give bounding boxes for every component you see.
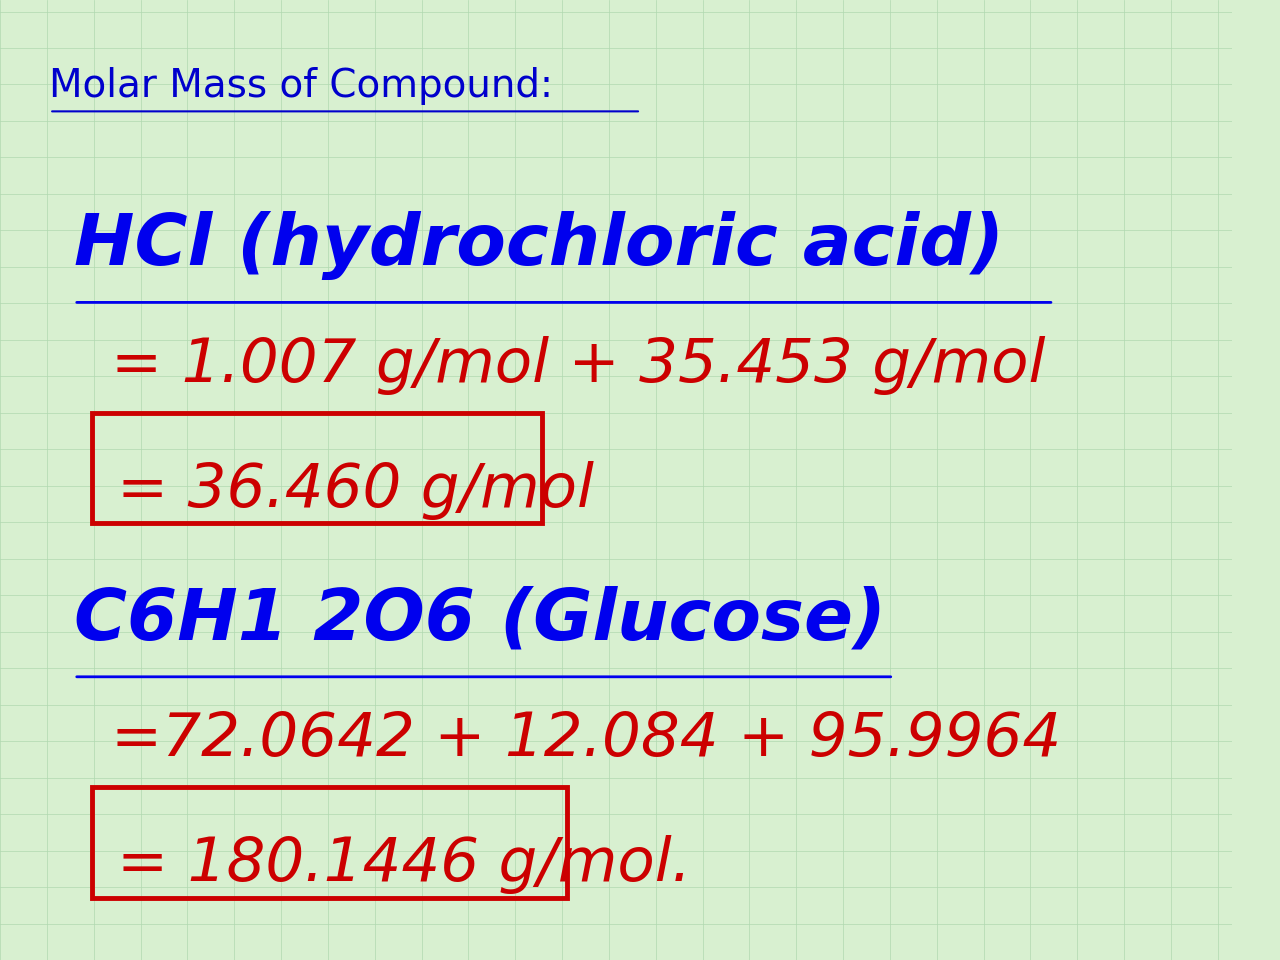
- Text: = 36.460 g/mol: = 36.460 g/mol: [116, 461, 594, 519]
- Text: = 180.1446 g/mol.: = 180.1446 g/mol.: [116, 835, 691, 894]
- Text: Molar Mass of Compound:: Molar Mass of Compound:: [50, 67, 553, 106]
- Text: C6H1 2O6 (Glucose): C6H1 2O6 (Glucose): [74, 586, 886, 655]
- Text: HCl (hydrochloric acid): HCl (hydrochloric acid): [74, 211, 1004, 280]
- Text: = 1.007 g/mol + 35.453 g/mol: = 1.007 g/mol + 35.453 g/mol: [111, 336, 1046, 395]
- Text: =72.0642 + 12.084 + 95.9964: =72.0642 + 12.084 + 95.9964: [111, 710, 1061, 769]
